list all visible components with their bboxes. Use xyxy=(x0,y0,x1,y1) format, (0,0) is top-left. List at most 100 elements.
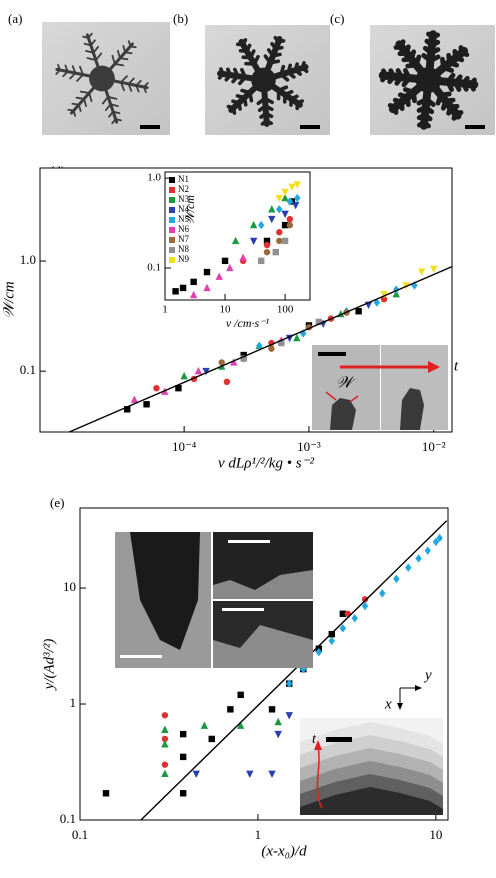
annotation: y xyxy=(423,667,432,683)
scale-bar xyxy=(465,125,485,129)
dendrite-branch xyxy=(431,50,438,53)
point xyxy=(162,761,168,767)
dendrite-branch xyxy=(450,63,457,65)
dendrite-branch xyxy=(411,52,413,59)
dendrite-branch xyxy=(462,53,467,55)
y-axis-label: y/(Ad³/²) xyxy=(41,639,57,692)
point xyxy=(209,736,215,742)
point xyxy=(268,345,274,351)
dendrite-branch xyxy=(276,48,282,49)
dendrite-branch xyxy=(419,123,424,125)
y-tick-label: 0.1 xyxy=(20,362,36,377)
legend-label: N5 xyxy=(178,214,189,224)
scale-bar xyxy=(140,125,160,129)
x-axis-label: v /cm·s⁻¹ xyxy=(226,316,270,330)
point xyxy=(264,242,270,248)
point xyxy=(264,249,270,255)
panel-label: (e) xyxy=(50,495,64,510)
legend-label: N9 xyxy=(178,254,189,264)
point xyxy=(237,692,243,698)
x-axis-label: (x-x₀)/d xyxy=(261,843,307,859)
y-tick-label: 1 xyxy=(70,695,77,710)
dendrite-branch xyxy=(391,71,394,77)
panel-label: (c) xyxy=(330,11,344,26)
dendrite-branch xyxy=(262,121,266,124)
annotation: x xyxy=(384,696,392,712)
y-tick-label: 1.0 xyxy=(147,172,161,184)
x-tick-label: 10 xyxy=(429,827,442,842)
dendrite-branch xyxy=(443,68,451,71)
scale-bar xyxy=(300,125,320,129)
point xyxy=(287,222,293,228)
dendrite-branch xyxy=(454,113,456,118)
dendrite-arm xyxy=(264,80,267,124)
point xyxy=(258,258,264,264)
dendrite-branch xyxy=(398,71,401,78)
dendrite-branch xyxy=(77,98,84,99)
legend-swatch xyxy=(169,247,175,253)
dendrite-branch xyxy=(68,110,73,111)
legend-swatch xyxy=(169,207,175,213)
dendrite-branch xyxy=(237,96,244,98)
photo-panels xyxy=(42,22,495,135)
point xyxy=(224,379,230,385)
x-axis-label: v dLρ¹/²/kg • s⁻² xyxy=(218,455,314,471)
legend-label: N1 xyxy=(178,174,189,184)
point xyxy=(180,731,186,737)
point xyxy=(143,401,149,407)
scale-bar xyxy=(318,352,346,356)
dendrite-branch xyxy=(221,69,223,74)
annotation: t xyxy=(454,358,459,374)
panel-label: (b) xyxy=(173,11,188,26)
dendrite-branch xyxy=(443,101,445,108)
legend-swatch xyxy=(169,187,175,193)
point xyxy=(103,790,109,796)
y-tick-label: 0.1 xyxy=(147,261,161,273)
legend-label: N3 xyxy=(178,194,189,204)
x-tick-label: 100 xyxy=(277,304,294,316)
legend-swatch xyxy=(169,227,175,233)
x-tick-label: 1 xyxy=(162,304,168,316)
dendrite-branch xyxy=(433,35,438,37)
point xyxy=(190,279,196,285)
dendrite-branch xyxy=(471,84,473,89)
point xyxy=(180,285,186,291)
dendrite-branch xyxy=(456,83,459,90)
y-tick-label: 0.1 xyxy=(60,811,76,826)
scale-bar xyxy=(120,655,162,658)
dendrite-branch xyxy=(419,107,426,110)
scale-bar xyxy=(222,608,264,611)
dendrite-branch xyxy=(130,46,135,47)
dendrite-branch xyxy=(233,101,239,103)
dendrite-branch xyxy=(383,71,385,76)
dendrite-branch xyxy=(270,61,278,63)
point xyxy=(172,288,178,294)
y-tick-label: 10 xyxy=(63,579,76,594)
panel-label: (a) xyxy=(8,11,22,26)
dendrite-branch xyxy=(120,58,127,59)
scale-bar xyxy=(326,737,352,742)
legend-label: N2 xyxy=(178,184,189,194)
point xyxy=(287,216,293,222)
dendrite-branch xyxy=(405,90,413,93)
dendrite-branch xyxy=(463,83,466,89)
dendrite-branch xyxy=(416,57,419,65)
dendrite-branch xyxy=(278,41,283,42)
point xyxy=(204,269,210,275)
point xyxy=(180,754,186,760)
point xyxy=(269,706,275,712)
x-tick-label: 10⁻² xyxy=(422,439,446,454)
dendrite-branch xyxy=(72,104,78,105)
dendrite-branch xyxy=(247,46,250,52)
scale-bar xyxy=(228,540,270,543)
point xyxy=(227,706,233,712)
legend-swatch xyxy=(169,217,175,223)
legend-label: N8 xyxy=(178,244,189,254)
legend-swatch xyxy=(169,177,175,183)
y-axis-label: 𝒲/cm xyxy=(1,281,17,319)
legend-swatch xyxy=(169,237,175,243)
point xyxy=(273,249,279,255)
legend-swatch xyxy=(169,257,175,263)
